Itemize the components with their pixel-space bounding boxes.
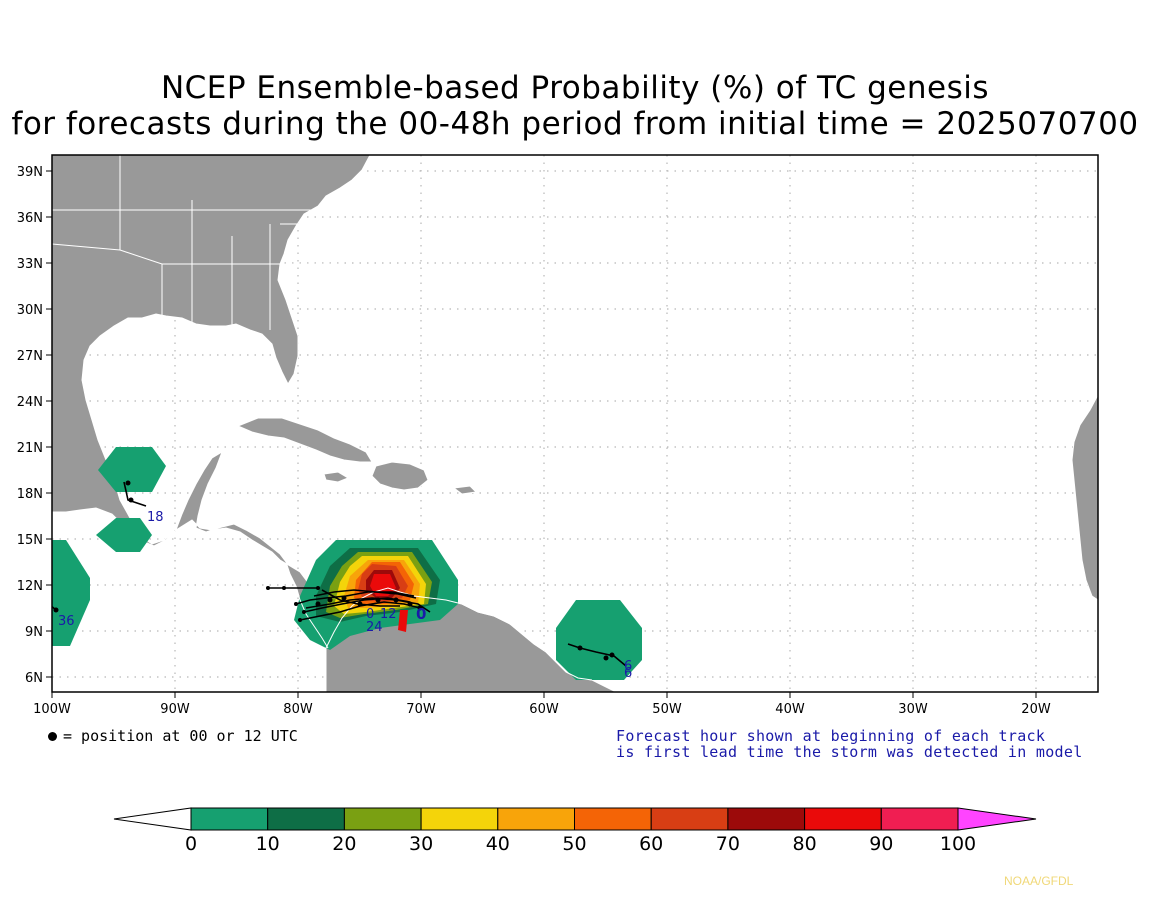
position-legend: = position at 00 or 12 UTC xyxy=(48,727,298,745)
storm-tracks xyxy=(52,481,627,667)
longitude-labels: 100W 90W 80W 70W 60W 50W 40W 30W 20W xyxy=(33,702,1051,717)
track-yucatan xyxy=(123,481,147,507)
position-legend-label: = position at 00 or 12 UTC xyxy=(63,727,298,745)
colorbar-cells xyxy=(190,807,959,831)
lat-label: 36N xyxy=(17,211,43,226)
track-label-0: 0 xyxy=(366,607,374,622)
lat-label: 27N xyxy=(17,349,43,364)
colorbar: 0 10 20 30 40 50 60 70 80 90 100 xyxy=(113,807,1037,855)
lat-label: 24N xyxy=(17,395,43,410)
hispaniola xyxy=(371,461,429,491)
contour-caribbean-90 xyxy=(370,574,396,596)
colorbar-tick-label: 60 xyxy=(639,833,663,855)
track-caribbean-a xyxy=(295,591,415,605)
latitude-labels: 39N 36N 33N 30N 27N 24N 21N 18N 15N 12N … xyxy=(17,165,43,686)
colorbar-tick-label: 10 xyxy=(256,833,280,855)
lat-label: 15N xyxy=(17,533,43,548)
colorbar-tick-label: 90 xyxy=(869,833,893,855)
colorbar-cell xyxy=(650,807,729,831)
cuba xyxy=(236,417,373,463)
track-label-12: 12 xyxy=(380,607,397,622)
lon-label: 60W xyxy=(529,702,559,717)
map-frame xyxy=(51,154,1099,693)
lon-label: 20W xyxy=(1021,702,1051,717)
colorbar-tick-label: 40 xyxy=(486,833,510,855)
colorbar-cell xyxy=(420,807,499,831)
colorbar-tick-label: 70 xyxy=(716,833,740,855)
track-label-18: 18 xyxy=(147,510,164,525)
lat-label: 12N xyxy=(17,579,43,594)
track-label-6b: 6 xyxy=(624,666,632,681)
lon-label: 80W xyxy=(283,702,313,717)
puerto-rico xyxy=(452,485,478,495)
africa xyxy=(1071,394,1098,601)
lon-label: 70W xyxy=(406,702,436,717)
colorbar-cell xyxy=(190,807,269,831)
contour-belize xyxy=(96,518,152,552)
colorbar-tick-label: 80 xyxy=(793,833,817,855)
contour-yucatan xyxy=(98,447,166,492)
contour-south-lobe xyxy=(398,610,408,632)
colorbar-tick-label: 100 xyxy=(940,833,976,855)
colorbar-tick-labels: 0 10 20 30 40 50 60 70 80 90 100 xyxy=(185,833,976,855)
lat-label: 33N xyxy=(17,257,43,272)
colorbar-tick-label: 0 xyxy=(185,833,197,855)
lat-label: 21N xyxy=(17,441,43,456)
lon-label: 30W xyxy=(898,702,928,717)
colorbar-tick-label: 50 xyxy=(562,833,586,855)
track-start-labels: 18 36 24 0 12 0 6 6 xyxy=(58,510,632,681)
colorbar-cell xyxy=(497,807,575,831)
lat-label: 30N xyxy=(17,303,43,318)
lon-label: 100W xyxy=(33,702,71,717)
colorbar-above-arrow xyxy=(957,807,1037,831)
colorbar-cell xyxy=(574,807,652,831)
track-position-dots xyxy=(53,480,615,661)
lat-label: 6N xyxy=(25,671,43,686)
lon-label: 40W xyxy=(775,702,805,717)
contour-guianas xyxy=(556,600,642,680)
colorbar-tick-label: 30 xyxy=(409,833,433,855)
track-caribbean-b xyxy=(303,597,411,613)
contour-pacific xyxy=(52,540,90,646)
colorbar-cell xyxy=(267,807,345,831)
title-line-2: for forecasts during the 00-48h period f… xyxy=(11,106,1139,142)
position-dot-icon xyxy=(48,731,57,741)
lat-label: 39N xyxy=(17,165,43,180)
title-line-1: NCEP Ensemble-based Probability (%) of T… xyxy=(160,70,990,106)
jamaica xyxy=(323,471,350,483)
lat-label: 9N xyxy=(25,625,43,640)
colorbar-cell xyxy=(727,807,806,831)
colorbar-cell xyxy=(804,807,882,831)
track-caribbean-d xyxy=(313,589,417,599)
track-label-36: 36 xyxy=(58,614,75,629)
track-pacific xyxy=(52,605,57,611)
lon-label: 90W xyxy=(160,702,190,717)
axis-ticks xyxy=(46,170,1037,698)
track-label-6a: 6 xyxy=(624,659,632,674)
colorbar-cell xyxy=(343,807,422,831)
track-label-0-east: 0 xyxy=(416,605,426,623)
colorbar-cell xyxy=(880,807,959,831)
colorbar-below-arrow xyxy=(113,807,192,831)
forecast-note-line-1: Forecast hour shown at beginning of each… xyxy=(616,727,1046,745)
colorbar-tick-label: 20 xyxy=(332,833,356,855)
credit-text: NOAA/GFDL xyxy=(1004,874,1074,888)
track-caribbean-e xyxy=(305,597,431,613)
track-guianas xyxy=(567,643,627,667)
track-label-24: 24 xyxy=(366,620,383,635)
state-borders xyxy=(52,155,340,330)
forecast-note-line-2: is first lead time the storm was detecte… xyxy=(616,743,1083,761)
lat-label: 18N xyxy=(17,487,43,502)
lon-label: 50W xyxy=(652,702,682,717)
